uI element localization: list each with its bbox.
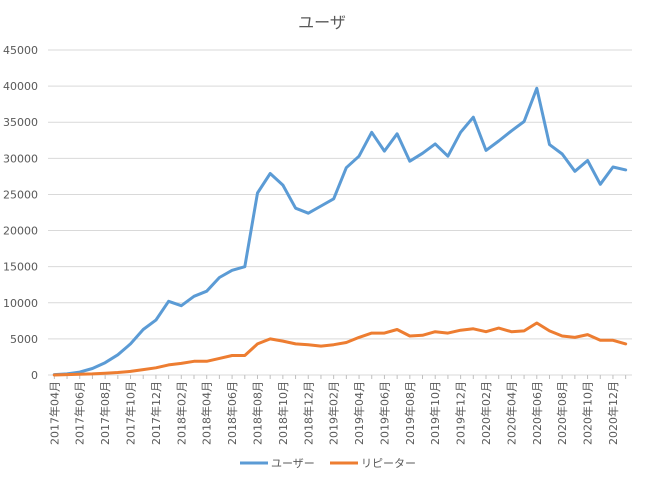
chart-title: ユーザ	[298, 13, 346, 32]
legend-label-repeaters: リピーター	[361, 457, 416, 470]
x-tick-label: 2017年08月	[98, 381, 112, 445]
x-tick-label: 2018年08月	[250, 381, 264, 445]
legend: ユーザー リピーター	[240, 457, 416, 470]
x-tick-label: 2017年06月	[73, 381, 87, 445]
x-tick-label: 2019年02月	[327, 381, 341, 445]
x-tick-label: 2018年10月	[276, 381, 290, 445]
x-tick-label: 2020年10月	[581, 381, 595, 445]
x-tick-label: 2018年06月	[225, 381, 239, 445]
series-lines	[52, 86, 628, 377]
y-tick-label: 30000	[3, 152, 38, 165]
x-tick-label: 2020年04月	[504, 381, 518, 445]
x-tick-label: 2019年10月	[428, 381, 442, 445]
x-tick-label: 2017年10月	[124, 381, 138, 445]
x-tick-label: 2019年04月	[352, 381, 366, 445]
y-tick-label: 0	[31, 369, 38, 382]
y-tick-label: 40000	[3, 80, 38, 93]
x-tick-label: 2017年12月	[149, 381, 163, 445]
series-line-users	[52, 86, 628, 377]
y-tick-label: 5000	[10, 333, 38, 346]
x-tick-label: 2019年12月	[454, 381, 468, 445]
x-axis-ticks: 2017年04月 2017年06月 2017年08月 2017年10月 2017年12月…	[47, 375, 627, 445]
y-tick-label: 10000	[3, 297, 38, 310]
y-tick-label: 35000	[3, 116, 38, 129]
x-tick-label: 2017年04月	[47, 381, 61, 445]
legend-label-users: ユーザー	[271, 457, 315, 470]
x-tick-label: 2020年06月	[530, 381, 544, 445]
y-tick-label: 20000	[3, 225, 38, 238]
y-axis-ticks: 0 5000 10000 15000 20000 25000 30000 35000 40000…	[3, 44, 38, 382]
y-tick-label: 15000	[3, 261, 38, 274]
x-tick-label: 2020年12月	[606, 381, 620, 445]
x-tick-label: 2019年06月	[377, 381, 391, 445]
x-tick-label: 2018年12月	[301, 381, 315, 445]
x-tick-label: 2018年04月	[200, 381, 214, 445]
x-tick-label: 2019年08月	[403, 381, 417, 445]
x-tick-label: 2018年02月	[174, 381, 188, 445]
y-tick-label: 25000	[3, 188, 38, 201]
y-tick-label: 45000	[3, 44, 38, 57]
series-line-repeaters	[52, 321, 628, 377]
x-tick-label: 2020年08月	[555, 381, 569, 445]
gridlines	[48, 49, 632, 376]
x-tick-label: 2020年02月	[479, 381, 493, 445]
